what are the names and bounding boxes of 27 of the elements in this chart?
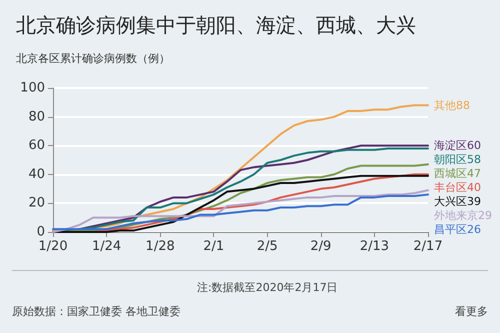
y-tick-label: 0	[36, 224, 45, 240]
x-tick-label: 1/24	[92, 239, 122, 254]
y-tick-label: 100	[20, 80, 45, 96]
x-tick-label: 1/28	[146, 239, 175, 254]
series-label: 西城区47	[434, 167, 481, 180]
text: 注:数据截至2020年2月17日	[197, 280, 338, 295]
series-label: 大兴区39	[434, 195, 481, 208]
text: 原始数据：国家卫健委 各地卫健委	[12, 304, 180, 319]
series-label: 其他88	[434, 98, 470, 112]
x-tick-label: 2/13	[360, 239, 390, 254]
series-label: 外地来京29	[434, 209, 492, 222]
x-tick-label: 2/17	[413, 239, 443, 254]
chart-title: 北京确诊病例集中于朝阳、海淀、西城、大兴	[16, 12, 416, 39]
series-label: 丰台区40	[434, 181, 481, 194]
series-label: 朝阳区58	[434, 153, 481, 166]
chart-subtitle: 北京各区累计确诊病例数（例）	[16, 51, 170, 66]
text: 昌平区26	[434, 223, 481, 236]
x-tick-label: 2/9	[310, 239, 332, 254]
x-tick-label: 1/20	[38, 239, 68, 254]
y-tick-label: 40	[28, 166, 45, 182]
y-tick-label: 80	[28, 109, 45, 124]
series-label: 海淀区60	[434, 139, 481, 152]
x-tick-label: 2/5	[256, 239, 278, 254]
x-tick-label: 2/1	[203, 239, 224, 254]
y-tick-label: 60	[28, 138, 45, 154]
text: 看更多	[455, 304, 488, 319]
y-tick-label: 20	[28, 196, 45, 211]
